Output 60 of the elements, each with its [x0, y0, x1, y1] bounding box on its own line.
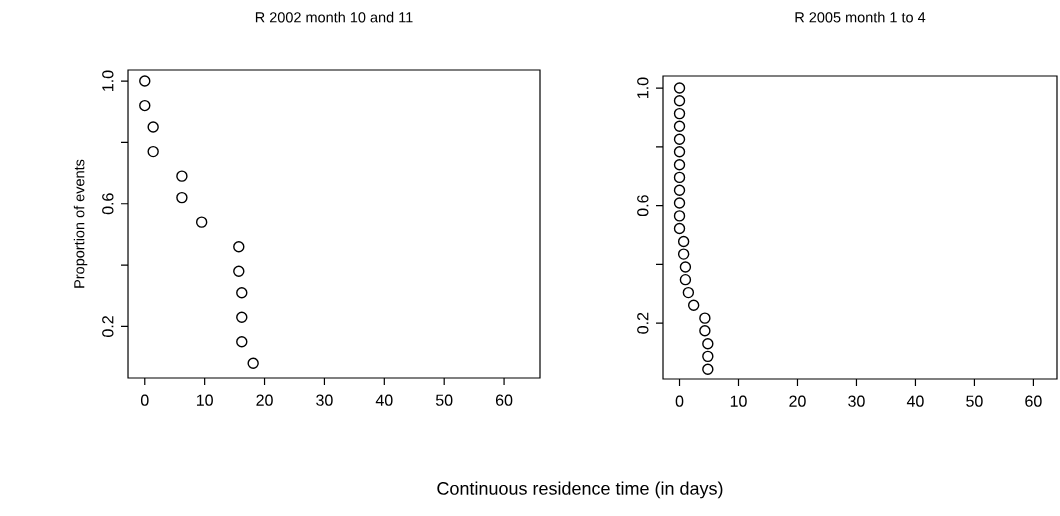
- point: [673, 159, 686, 171]
- point: [673, 146, 686, 158]
- point: [677, 248, 690, 260]
- y-tick-label: 1.0: [102, 70, 114, 91]
- point: [679, 261, 692, 273]
- point: [233, 265, 245, 277]
- point: [673, 197, 686, 209]
- x-tick-label: 40: [906, 395, 924, 407]
- x-tick-label: 20: [789, 395, 806, 407]
- y-tick-label: 0.6: [102, 193, 114, 215]
- x-tick-label: 10: [730, 395, 747, 407]
- y-tick-label: 0.6: [637, 195, 649, 217]
- point: [682, 286, 695, 299]
- point: [702, 338, 714, 350]
- point: [677, 235, 690, 248]
- x-tick-label: 10: [196, 394, 213, 406]
- point: [195, 216, 208, 228]
- point: [139, 99, 151, 112]
- point: [679, 273, 692, 286]
- point: [673, 171, 686, 184]
- x-tick-label: 0: [675, 395, 684, 407]
- point: [147, 121, 159, 133]
- x-tick-label: 20: [256, 394, 273, 406]
- point: [147, 145, 159, 158]
- point: [673, 82, 686, 94]
- x-tick-label: 30: [316, 394, 333, 406]
- y-tick-label: 0.2: [102, 316, 114, 337]
- point: [233, 240, 245, 253]
- point: [673, 210, 686, 222]
- x-tick-label: 50: [966, 395, 983, 407]
- point: [139, 75, 151, 87]
- y-tick-label: 1.0: [637, 77, 649, 98]
- x-tick-label: 40: [375, 394, 393, 406]
- point: [176, 170, 188, 182]
- point: [673, 120, 686, 132]
- point: [673, 222, 686, 235]
- x-tick-label: 60: [495, 394, 513, 406]
- point: [702, 363, 714, 375]
- point: [247, 357, 259, 369]
- point: [673, 184, 686, 197]
- point: [699, 325, 711, 337]
- point: [236, 311, 248, 323]
- chart-title: R 2002 month 10 and 11: [255, 11, 413, 23]
- point: [236, 287, 248, 299]
- point: [673, 107, 686, 120]
- point: [176, 191, 188, 204]
- point: [687, 299, 700, 311]
- point: [699, 312, 711, 324]
- point: [702, 350, 714, 363]
- y-tick-label: 0.2: [637, 312, 649, 334]
- x-tick-label: 0: [140, 394, 149, 406]
- y-axis-title: Proportion of events: [73, 159, 88, 288]
- point: [673, 133, 686, 145]
- x-tick-label: 50: [435, 394, 453, 406]
- point: [236, 336, 248, 348]
- x-tick-label: 60: [1025, 395, 1042, 407]
- x-axis-title: Continuous residence time (in days): [437, 481, 723, 499]
- point: [673, 94, 686, 107]
- x-tick-label: 30: [848, 395, 865, 407]
- chart-title: R 2005 month 1 to 4: [795, 11, 926, 23]
